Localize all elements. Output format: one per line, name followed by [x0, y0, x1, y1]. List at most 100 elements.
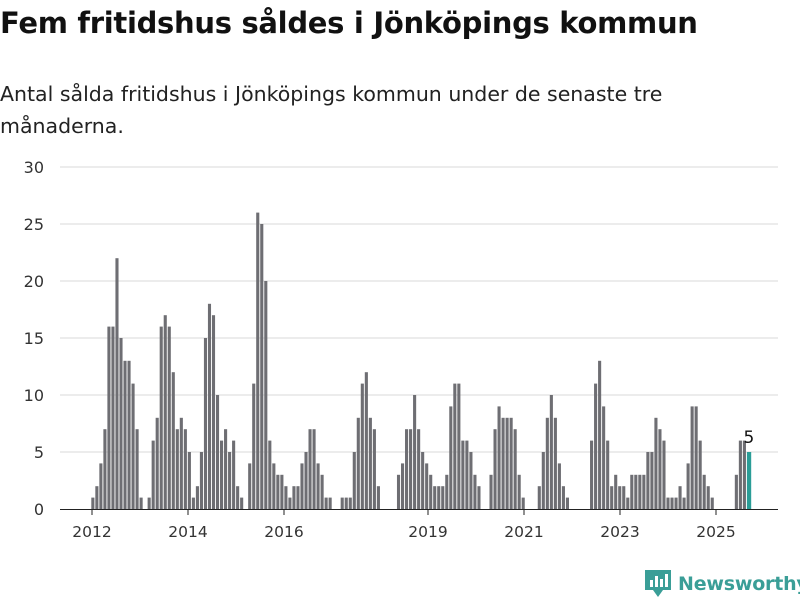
- highlighted-bar: [746, 452, 752, 509]
- chart-grid: [60, 166, 778, 453]
- bar: [368, 417, 372, 509]
- bar: [372, 429, 376, 509]
- bar: [260, 224, 264, 509]
- bar: [642, 474, 646, 509]
- bar: [324, 497, 328, 509]
- bar: [453, 383, 457, 509]
- bar: [171, 372, 175, 509]
- y-tick-label: 5: [34, 443, 44, 462]
- y-tick-label: 0: [34, 500, 44, 519]
- bar: [183, 429, 187, 509]
- bar: [409, 429, 413, 509]
- x-tick-label: 2012: [72, 523, 111, 541]
- bar: [396, 474, 401, 509]
- bar: [461, 440, 465, 509]
- bar: [316, 463, 320, 509]
- bar: [521, 497, 525, 509]
- bar: [509, 417, 513, 509]
- bar: [513, 429, 517, 509]
- bar: [147, 497, 151, 509]
- bar: [598, 360, 602, 509]
- bar: [614, 474, 618, 509]
- bar: [497, 406, 501, 509]
- bar: [207, 303, 212, 509]
- bar: [517, 474, 521, 509]
- bar: [91, 497, 95, 509]
- bar: [618, 486, 622, 509]
- bar: [622, 486, 626, 509]
- bar: [348, 497, 352, 509]
- chart-annotations: 5: [743, 428, 754, 448]
- x-tick-label: 2023: [600, 523, 639, 541]
- bar: [606, 440, 610, 509]
- bar: [352, 452, 356, 509]
- bar: [449, 406, 453, 509]
- y-tick-label: 20: [24, 272, 44, 291]
- bar: [175, 429, 179, 509]
- bar: [561, 486, 565, 509]
- bar: [252, 383, 256, 509]
- bar: [505, 417, 509, 509]
- bar: [469, 452, 473, 509]
- bar: [220, 440, 224, 509]
- newsworthy-logo-text: Newsworthy: [678, 573, 800, 595]
- bar: [594, 383, 598, 509]
- y-tick-label: 25: [24, 215, 44, 234]
- bar: [405, 429, 409, 509]
- bar: [167, 326, 171, 509]
- bar: [541, 452, 545, 509]
- x-tick-label: 2016: [264, 523, 303, 541]
- bar: [236, 486, 240, 509]
- bar: [284, 486, 288, 509]
- bar: [650, 452, 654, 509]
- bar: [179, 417, 183, 509]
- bar: [111, 326, 115, 509]
- newsworthy-logo[interactable]: Newsworthy: [645, 570, 800, 598]
- y-axis-labels: 0 5 10 15 20 25 30: [24, 158, 44, 519]
- bar: [437, 486, 441, 509]
- bar: [678, 486, 682, 509]
- bar: [288, 497, 292, 509]
- bar: [123, 360, 127, 509]
- bar: [706, 486, 710, 509]
- bar: [553, 417, 557, 509]
- bar: [537, 486, 541, 509]
- bar: [565, 497, 569, 509]
- bar: [417, 429, 421, 509]
- bar: [135, 429, 139, 509]
- bar: [292, 486, 296, 509]
- bar: [634, 474, 638, 509]
- bar: [702, 474, 706, 509]
- bar: [228, 452, 232, 509]
- bar: [159, 326, 163, 509]
- bar: [103, 429, 107, 509]
- bar: [139, 497, 143, 509]
- bar: [654, 417, 658, 509]
- bar: [445, 474, 449, 509]
- bar: [344, 497, 348, 509]
- bar: [191, 497, 195, 509]
- bar: [429, 474, 433, 509]
- y-tick-label: 10: [24, 386, 44, 405]
- bar: [473, 474, 477, 509]
- x-tick-label: 2019: [408, 523, 447, 541]
- bar: [545, 417, 549, 509]
- bar: [413, 395, 417, 509]
- bar: [268, 440, 272, 509]
- x-tick-label: 2025: [696, 523, 735, 541]
- bar: [400, 463, 405, 509]
- bar: [686, 463, 690, 509]
- bar: [296, 486, 300, 509]
- bar: [151, 440, 155, 509]
- bar: [465, 440, 469, 509]
- bar: [328, 497, 332, 509]
- bar: [710, 497, 714, 509]
- bar: [320, 474, 324, 509]
- bar: [276, 474, 280, 509]
- bar: [95, 486, 99, 509]
- bar: [360, 383, 364, 509]
- bar: [602, 406, 606, 509]
- bar: [674, 497, 678, 509]
- bar: [501, 417, 505, 509]
- value-label: 5: [743, 428, 754, 448]
